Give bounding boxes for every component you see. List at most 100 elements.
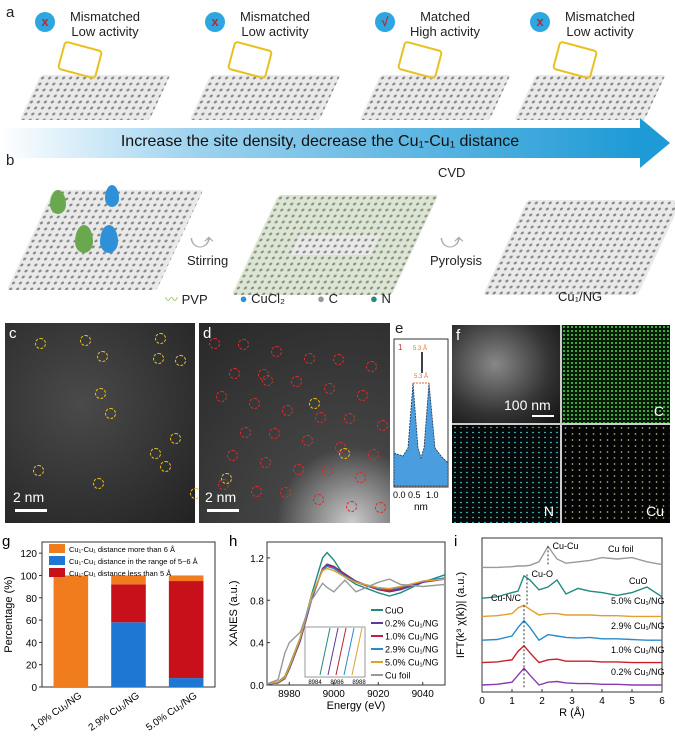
activity-status: Low activity	[241, 24, 309, 39]
atom-pair-marker	[355, 472, 366, 483]
graphene-sheet	[359, 75, 511, 120]
legend-swatch	[49, 568, 65, 577]
atom-pair-marker	[238, 339, 249, 350]
match-status: Mismatched	[564, 9, 636, 24]
atom-pair-marker	[304, 353, 315, 364]
y-tick-label: 0.8	[250, 596, 264, 607]
site-status-2: Mismatched Low activity	[220, 9, 330, 39]
atom-pair-marker	[344, 413, 355, 424]
nitrogen-atom-icon: ●	[369, 291, 378, 306]
copper-map: Cu	[562, 425, 670, 523]
legend-label: 0.2% Cu₁/NG	[385, 619, 439, 629]
adsorbate-molecule	[396, 40, 444, 80]
adsorbate-molecule	[56, 40, 104, 80]
step-stirring-label: Stirring	[187, 253, 229, 268]
single-atom-marker	[35, 338, 46, 349]
atom-pair-marker	[209, 338, 220, 349]
pvp-droplet-icon	[75, 225, 93, 253]
series-line	[482, 545, 663, 569]
atom-pair-marker	[377, 420, 388, 431]
inset-line	[343, 627, 355, 676]
single-atom-marker	[160, 461, 171, 472]
single-atom-marker	[33, 465, 44, 476]
graphene-sheet	[19, 75, 171, 120]
activity-status: Low activity	[566, 24, 634, 39]
atom-pair-marker	[280, 487, 291, 498]
single-atom-marker	[105, 408, 116, 419]
bar-segment	[168, 575, 204, 582]
curved-arrow-icon: ⤻	[440, 228, 464, 253]
match-status: Mismatched	[239, 9, 311, 24]
product-label: Cu₁/NG	[558, 289, 603, 304]
inset-line	[335, 627, 347, 676]
series-line	[266, 567, 446, 685]
atom-pair-marker	[291, 376, 302, 387]
scale-label: 100 nm	[504, 397, 551, 413]
y-tick-label: 1.2	[250, 554, 264, 565]
atom-pair-marker	[293, 464, 304, 475]
activity-status: High activity	[409, 24, 481, 39]
x-tick-label: 0	[479, 696, 485, 707]
atom-pair-marker	[375, 502, 386, 513]
panel-label-g: g	[2, 533, 10, 550]
x-tick-label: 8980	[278, 689, 301, 700]
arrow-caption: Increase the site density, decrease the …	[120, 133, 520, 150]
x-tick-label: 9020	[367, 689, 390, 700]
x-tick-label: 5.0% Cu₁/NG	[144, 690, 199, 733]
x-tick-label: 3	[569, 696, 575, 707]
x-tick-label: 4	[599, 696, 605, 707]
legend-pvp-label: PVP	[181, 292, 208, 307]
x-tick: 0.0	[393, 490, 406, 500]
single-atom-marker	[80, 335, 91, 346]
graphene-sheet-3-cu1-ng	[482, 200, 675, 295]
atom-pair-marker	[366, 361, 377, 372]
atom-pair-marker	[249, 398, 260, 409]
pvp-strand-icon: 〰	[165, 292, 179, 307]
inset-line	[319, 627, 331, 676]
inset-frame	[304, 626, 366, 678]
legend-c-label: C	[328, 291, 338, 306]
single-atom-marker	[221, 473, 232, 484]
chart-h-xanes: 8980 9000 9020 9040 Energy (eV) XANES (a.u.) h…	[228, 533, 446, 712]
panel-label-f: f	[456, 327, 461, 344]
single-atom-marker	[339, 448, 350, 459]
y-tick-label: 40	[26, 638, 38, 649]
atom-pair-marker	[227, 450, 238, 461]
single-atom-marker	[95, 388, 106, 399]
series-line	[481, 574, 663, 599]
map-label-n: N	[543, 503, 554, 519]
haadf-stem-image-d: d 2 nm	[199, 323, 390, 523]
cucl2-droplet-icon	[100, 225, 118, 253]
annotation-cu-o: Cu-O	[532, 569, 554, 579]
bar-segment	[111, 622, 146, 687]
panel-label-i: i	[454, 533, 457, 550]
legend-c: ● C	[317, 291, 338, 306]
atom-pair-marker	[240, 427, 251, 438]
bar-segment	[168, 581, 204, 679]
x-tick-label: 1	[509, 696, 515, 707]
panel-label-e: e	[395, 320, 404, 337]
annotation-cu-cu: Cu-Cu	[553, 541, 579, 551]
bar-segment	[111, 584, 146, 623]
series-line	[481, 667, 662, 686]
pvp-droplet-icon	[50, 190, 66, 214]
x-axis-label: nm	[414, 502, 428, 513]
y-tick-label: 0.0	[250, 681, 264, 692]
x-tick-label: 2	[539, 696, 545, 707]
sem-image: f 100 nm	[452, 325, 560, 423]
x-tick-label: 1.0% Cu₁/NG	[29, 690, 84, 733]
panel-label-b: b	[6, 152, 15, 169]
chart-g-distance-distribution: g 0 20 40 60 80 100 120 Percentage (%) 1.0% Cu₁/N…	[2, 533, 216, 734]
curved-arrow-icon: ⤻	[190, 228, 214, 253]
single-atom-marker	[150, 448, 161, 459]
panel-label-h: h	[229, 533, 237, 550]
match-check-icon: √	[375, 12, 395, 32]
atom-pair-marker	[282, 405, 293, 416]
legend-pvp: 〰 PVP	[165, 289, 208, 308]
y-tick-label: 100	[20, 571, 37, 582]
site-status-1: Mismatched Low activity	[50, 9, 160, 39]
cucl2-atom-icon: ●	[239, 291, 248, 306]
atom-pair-marker	[324, 383, 335, 394]
y-tick-label: 60	[26, 616, 38, 627]
x-tick-label: 9040	[412, 689, 435, 700]
